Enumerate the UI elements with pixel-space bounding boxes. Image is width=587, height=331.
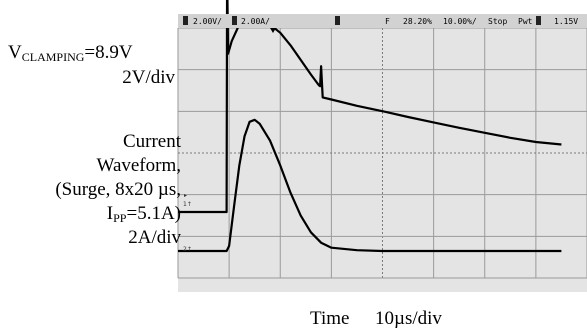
trigger-marker-icon: F — [385, 17, 390, 26]
clamping-voltage-value: =8.9V — [84, 42, 133, 63]
clamping-voltage-subscript: CLAMPING — [21, 50, 85, 64]
trigger-source: Pwt — [518, 17, 533, 26]
status-bar-background — [178, 14, 587, 28]
waveforms — [178, 0, 562, 253]
trigger-position: 28.20% — [403, 17, 432, 26]
status-bar: 2.00V/ 2.00A/ F 28.20% 10.00%/ Stop Pwt … — [178, 14, 587, 28]
trigger-slope-icon — [536, 16, 541, 25]
ch1-scale: 2.00V/ — [193, 17, 222, 26]
time-scale: 10.00%/ — [443, 17, 477, 26]
clamping-voltage-symbol: V — [8, 42, 22, 63]
ipp-value: =5.1A) — [126, 203, 181, 224]
ch2-scale: 2.00A/ — [241, 17, 270, 26]
clamping-voltage-label: VCLAMPING=8.9V — [8, 41, 133, 66]
time-scale-label: 10µs/div — [375, 308, 442, 329]
ch2-ground-marker-icon: 2↑ — [183, 246, 192, 253]
ch2-indicator-icon — [232, 16, 237, 25]
current-label-line1: Current — [122, 131, 181, 152]
time-axis-label: Time — [310, 308, 350, 329]
ch1-ground-marker-icon: 1↑ — [183, 201, 192, 208]
ipp-symbol: I — [106, 203, 114, 224]
trigger-position-icon — [270, 28, 276, 33]
run-state: Stop — [488, 17, 507, 26]
math-indicator-icon — [335, 16, 340, 25]
ch1-indicator-icon — [183, 16, 188, 25]
clamping-voltage-trace — [178, 0, 562, 214]
ipp-label: IPP=5.1A) — [107, 202, 181, 227]
trigger-level: 1.15V — [554, 17, 578, 26]
current-waveform-trace — [178, 118, 562, 253]
ipp-subscript: PP — [113, 211, 127, 225]
voltage-scale-label: 2V/div — [122, 67, 175, 88]
current-label-line2: Waveform, — [96, 155, 181, 176]
current-scale-label: 2A/div — [128, 227, 181, 248]
current-label-line3: (Surge, 8x20 µs, — [55, 179, 181, 200]
trigger-level-marker-icon: ▸ — [184, 192, 187, 199]
